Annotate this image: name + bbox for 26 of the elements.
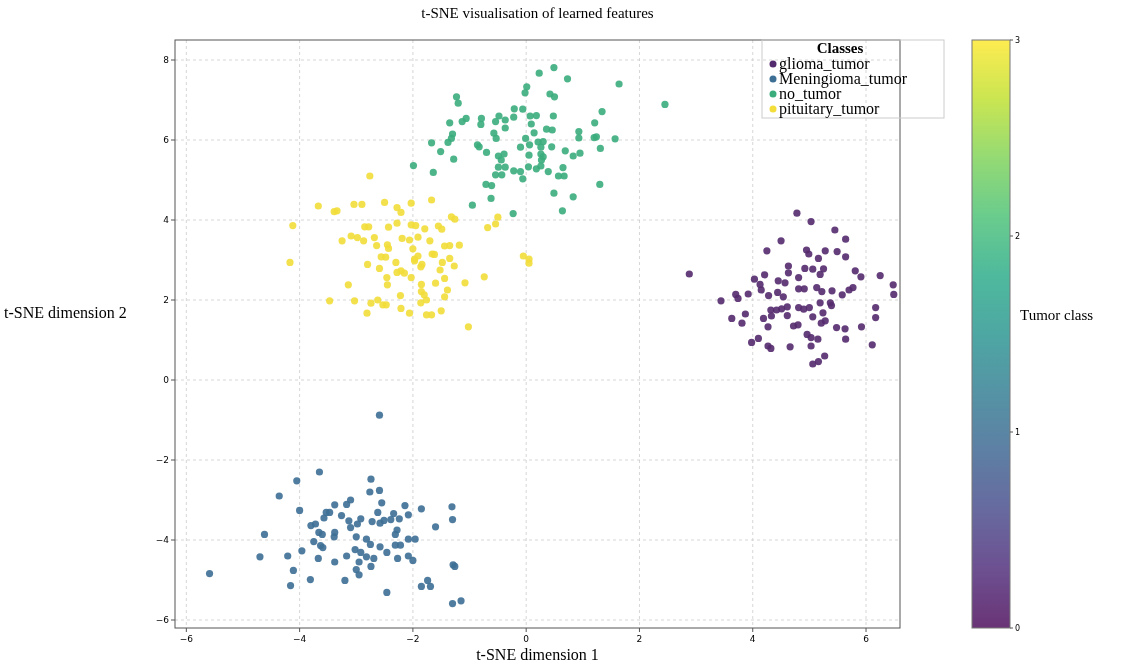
x-tick-label: 2 (636, 634, 643, 644)
x-tick-label: −2 (406, 634, 420, 644)
color-bar-label: 2 (1015, 232, 1021, 241)
x-axis-title: t-SNE dimension 1 (476, 646, 599, 663)
x-tick-label: −4 (292, 634, 307, 644)
color-bar-label: 3 (1015, 36, 1021, 45)
color-bar-title: Tumor class (1020, 307, 1094, 323)
legend-label: glioma_tumor (779, 55, 871, 73)
y-tick-label: 0 (163, 375, 170, 385)
y-tick-label: −2 (155, 455, 169, 465)
color-bar-label: 1 (1015, 428, 1021, 437)
y-tick-label: −6 (155, 615, 170, 625)
legend-label: pituitary_tumor (779, 100, 881, 118)
y-tick-label: 6 (163, 135, 170, 145)
y-tick-label: 2 (163, 295, 169, 305)
chart-title: t-SNE visualisation of learned features (421, 5, 654, 21)
legend-title: Classes (816, 40, 864, 56)
x-tick-label: −6 (179, 634, 194, 644)
y-tick-label: −4 (155, 535, 170, 545)
y-tick-label: 4 (163, 215, 170, 225)
color-bar-label: 0 (1015, 624, 1021, 633)
x-tick-label: 0 (523, 634, 530, 644)
y-tick-label: 8 (163, 55, 170, 65)
x-tick-label: 4 (749, 634, 756, 644)
x-tick-label: 6 (863, 634, 870, 644)
y-axis-title: t-SNE dimension 2 (4, 304, 127, 321)
